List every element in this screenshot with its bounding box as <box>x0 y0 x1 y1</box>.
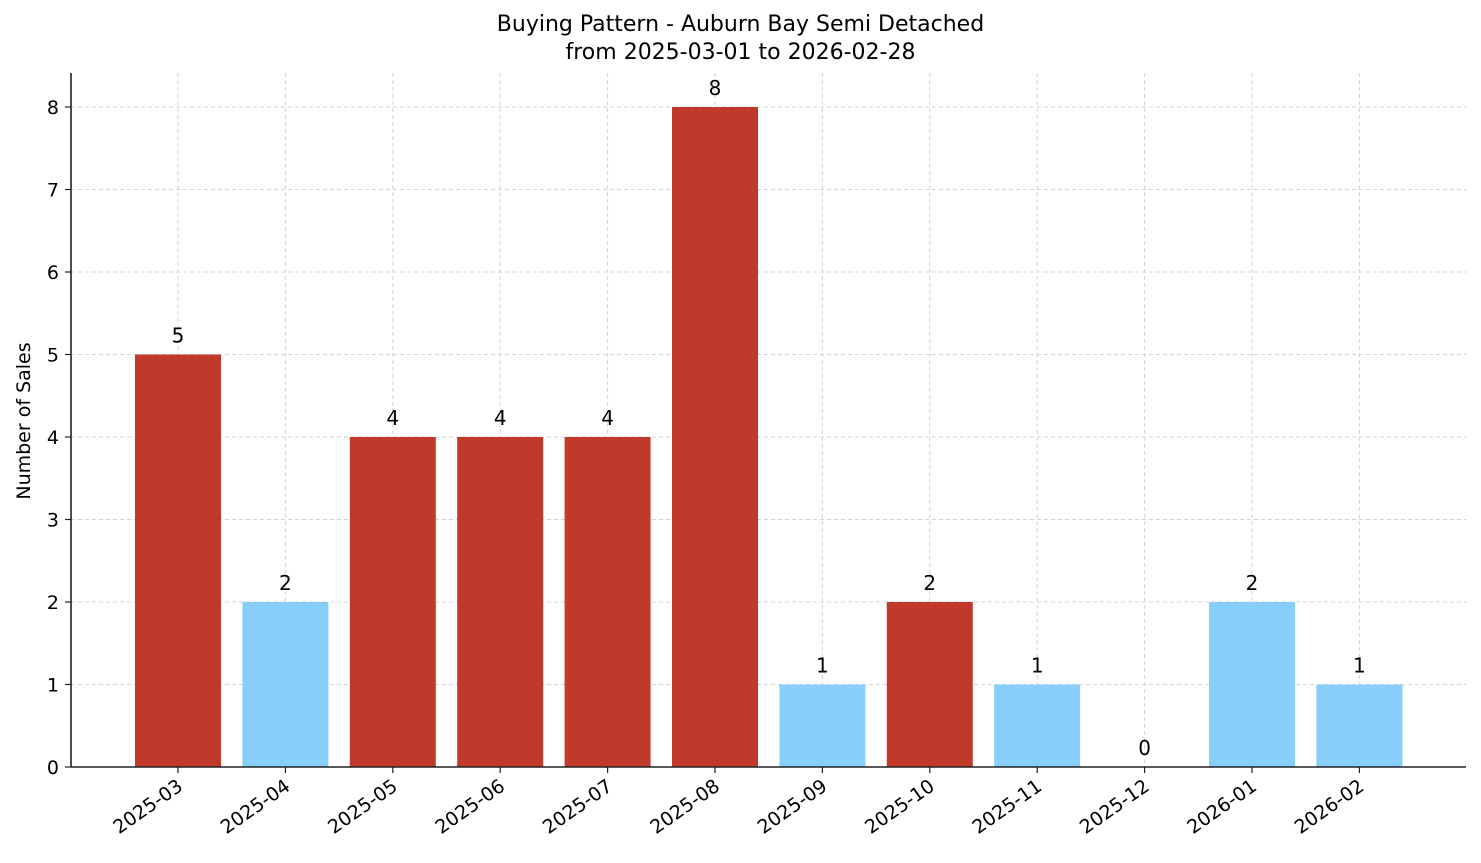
x-tick-label: 2026-01 <box>1183 775 1261 839</box>
y-tick-label: 2 <box>47 592 59 614</box>
bar-value-label: 4 <box>494 406 507 430</box>
x-tick-label: 2025-12 <box>1076 775 1154 839</box>
y-tick-label: 7 <box>47 180 59 202</box>
bar <box>457 437 544 767</box>
bar-value-label: 1 <box>1031 654 1044 678</box>
bar-value-label: 8 <box>709 76 722 100</box>
bar-value-label: 4 <box>386 406 399 430</box>
bar <box>994 684 1081 767</box>
bar <box>564 437 651 767</box>
bar <box>349 437 436 767</box>
bar-value-label: 2 <box>279 571 292 595</box>
x-tick-label: 2025-04 <box>217 775 295 839</box>
x-tick-label: 2025-08 <box>646 775 724 839</box>
bar-value-label: 1 <box>1353 654 1366 678</box>
bar <box>1316 684 1403 767</box>
y-tick-label: 1 <box>47 675 59 697</box>
x-tick-label: 2025-10 <box>861 775 939 839</box>
bar <box>242 602 329 767</box>
chart-title: Buying Pattern - Auburn Bay Semi Detache… <box>496 12 985 37</box>
bar <box>1209 602 1295 767</box>
bar-value-label: 0 <box>1138 736 1151 760</box>
chart-subtitle: from 2025-03-01 to 2026-02-28 <box>565 40 916 65</box>
y-axis-label: Number of Sales <box>13 342 35 499</box>
y-tick-label: 5 <box>47 345 59 367</box>
y-tick-label: 4 <box>47 427 59 449</box>
bar-value-label: 2 <box>923 571 936 595</box>
x-tick-label: 2025-03 <box>109 775 187 839</box>
x-tick-label: 2025-06 <box>431 775 509 839</box>
y-tick-label: 8 <box>47 97 59 119</box>
bar-value-label: 4 <box>601 406 614 430</box>
y-tick-label: 0 <box>47 757 59 779</box>
bar-value-label: 2 <box>1246 571 1259 595</box>
bar <box>886 602 973 767</box>
bar-value-label: 1 <box>816 654 829 678</box>
bar <box>672 107 758 767</box>
bar <box>135 354 221 767</box>
bar-value-label: 5 <box>172 324 185 348</box>
x-tick-label: 2026-02 <box>1291 775 1369 839</box>
x-tick-label: 2025-09 <box>754 775 832 839</box>
x-tick-label: 2025-11 <box>968 775 1046 839</box>
bar <box>779 684 866 767</box>
y-tick-label: 6 <box>47 262 59 284</box>
x-tick-label: 2025-05 <box>324 775 402 839</box>
x-tick-label: 2025-07 <box>539 775 617 839</box>
y-tick-label: 3 <box>47 510 59 532</box>
